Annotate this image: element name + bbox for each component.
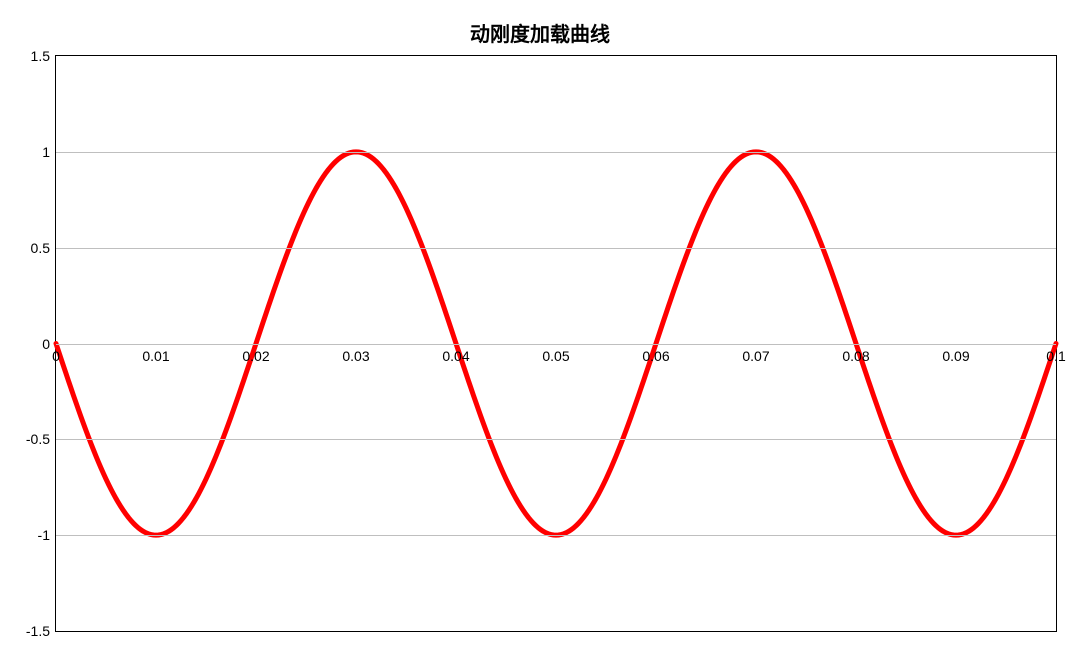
y-tick-label: 0.5 xyxy=(31,240,56,256)
grid-line xyxy=(56,152,1056,153)
y-tick-label: -1 xyxy=(38,527,56,543)
x-tick-label: 0.08 xyxy=(842,348,869,364)
grid-line xyxy=(56,248,1056,249)
plot-area: -1.5-1-0.500.511.500.010.020.030.040.050… xyxy=(55,55,1057,632)
grid-line xyxy=(56,439,1056,440)
x-tick-label: 0.05 xyxy=(542,348,569,364)
y-tick-label: -1.5 xyxy=(26,623,56,639)
chart-title: 动刚度加载曲线 xyxy=(0,18,1080,47)
grid-line xyxy=(56,344,1056,345)
y-tick-label: -0.5 xyxy=(26,431,56,447)
x-tick-label: 0.04 xyxy=(442,348,469,364)
x-tick-label: 0.01 xyxy=(142,348,169,364)
x-tick-label: 0.06 xyxy=(642,348,669,364)
grid-line xyxy=(56,535,1056,536)
y-tick-label: 1 xyxy=(42,144,56,160)
x-tick-label: 0.02 xyxy=(242,348,269,364)
x-tick-label: 0.07 xyxy=(742,348,769,364)
y-tick-label: 1.5 xyxy=(31,48,56,64)
x-tick-label: 0.1 xyxy=(1046,348,1065,364)
x-tick-label: 0.03 xyxy=(342,348,369,364)
x-tick-label: 0 xyxy=(52,348,60,364)
x-tick-label: 0.09 xyxy=(942,348,969,364)
